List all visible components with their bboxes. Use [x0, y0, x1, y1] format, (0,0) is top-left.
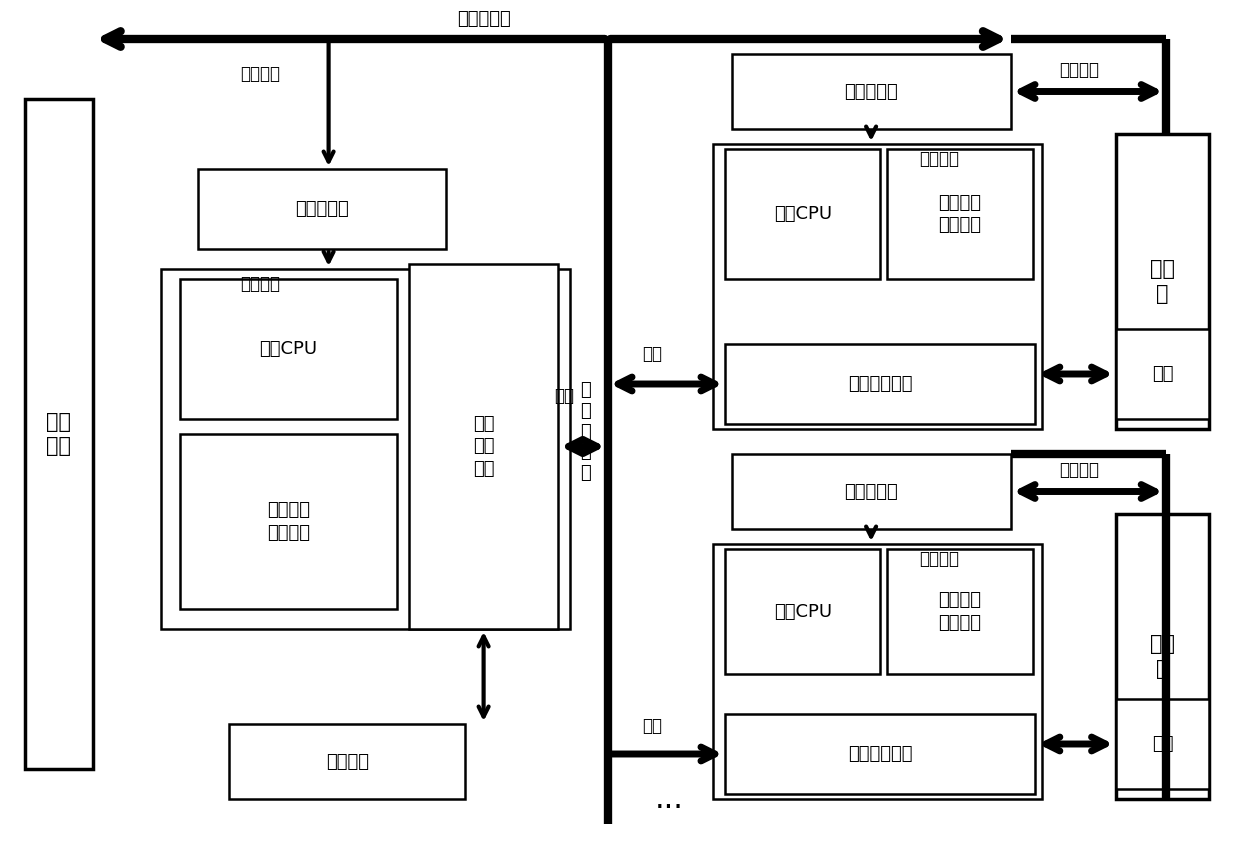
Text: 直流供电: 直流供电	[1059, 60, 1099, 78]
Text: 干扰抑制器: 干扰抑制器	[844, 82, 898, 101]
Text: 信号: 信号	[1152, 735, 1173, 753]
Text: 终端CPU: 终端CPU	[774, 205, 832, 223]
Text: 网络信号: 网络信号	[326, 752, 368, 771]
Text: 设备
一: 设备 一	[1149, 259, 1176, 304]
Bar	[229, 724, 465, 799]
Text: 终端其他
电路部分: 终端其他 电路部分	[939, 591, 981, 631]
Text: 耦合: 耦合	[554, 387, 574, 405]
Bar	[725, 714, 1035, 794]
Bar	[25, 99, 93, 769]
Text: 直
流
供
电
线: 直 流 供 电 线	[580, 381, 590, 482]
Text: 终端调制解调: 终端调制解调	[848, 745, 913, 763]
Bar	[732, 54, 1011, 129]
Text: 局端
调制
解调: 局端 调制 解调	[472, 415, 495, 478]
Text: 局端CPU: 局端CPU	[259, 340, 317, 358]
Bar	[725, 344, 1035, 424]
Bar	[180, 434, 397, 609]
Bar	[161, 269, 570, 629]
Bar	[1116, 514, 1209, 799]
Bar	[725, 149, 880, 279]
Text: 直流供电: 直流供电	[919, 550, 960, 568]
Text: 信号: 信号	[1152, 365, 1173, 383]
Text: 干扰抑制器: 干扰抑制器	[844, 483, 898, 501]
Text: 终端调制解调: 终端调制解调	[848, 375, 913, 393]
Bar	[409, 264, 558, 629]
Text: 设备
二: 设备 二	[1149, 634, 1176, 679]
Text: 直流供电线: 直流供电线	[456, 10, 511, 28]
Text: 耦合: 耦合	[642, 345, 662, 363]
Text: 直流供电: 直流供电	[919, 150, 960, 168]
Bar	[713, 144, 1042, 429]
Bar	[887, 549, 1033, 674]
Bar	[732, 454, 1011, 529]
Text: 局端其他
电路部分: 局端其他 电路部分	[267, 502, 310, 542]
Bar	[1116, 699, 1209, 789]
Bar	[1116, 329, 1209, 419]
Bar	[713, 544, 1042, 799]
Bar	[1116, 134, 1209, 429]
Bar	[180, 279, 397, 419]
Text: 直流供电: 直流供电	[241, 275, 280, 293]
Text: ···: ···	[655, 795, 684, 824]
Text: 终端CPU: 终端CPU	[774, 602, 832, 620]
Bar	[198, 169, 446, 249]
Text: 干扰抑制器: 干扰抑制器	[295, 200, 350, 218]
Text: 耦合: 耦合	[642, 717, 662, 735]
Text: 直流供电: 直流供电	[1059, 460, 1099, 478]
Text: 直流供电: 直流供电	[241, 65, 280, 83]
Bar	[725, 549, 880, 674]
Text: 终端其他
电路部分: 终端其他 电路部分	[939, 194, 981, 235]
Text: 直流
电源: 直流 电源	[46, 411, 72, 456]
Bar	[887, 149, 1033, 279]
